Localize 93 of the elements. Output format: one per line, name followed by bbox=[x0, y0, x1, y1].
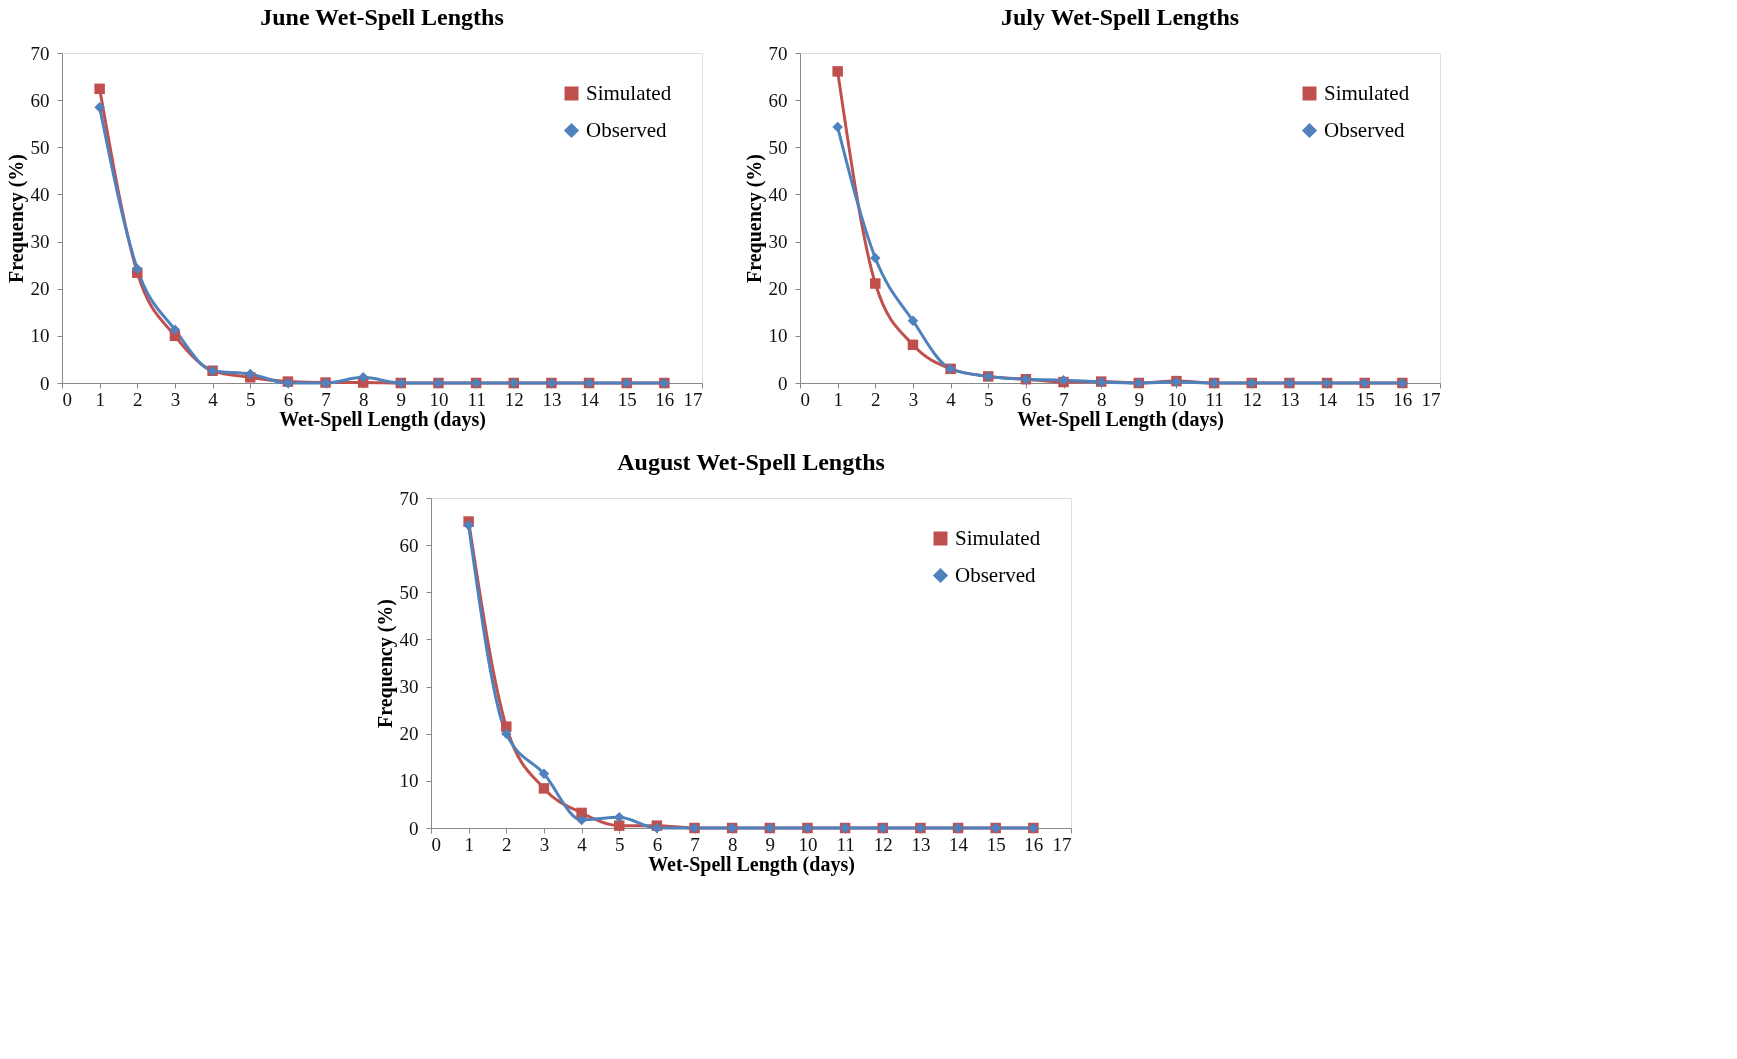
x-tick-label: 2 bbox=[871, 388, 881, 410]
legend-label: Simulated bbox=[955, 525, 1041, 550]
y-tick-label: 40 bbox=[768, 183, 788, 205]
x-tick-label: 17 bbox=[683, 388, 703, 410]
x-tick-label: 2 bbox=[133, 388, 143, 410]
y-axis-title: Frequency (%) bbox=[4, 153, 28, 284]
legend-label: Simulated bbox=[586, 80, 672, 105]
y-axis-title: Frequency (%) bbox=[742, 153, 766, 284]
x-tick-label: 12 bbox=[873, 833, 893, 855]
x-tick-label: 13 bbox=[542, 388, 562, 410]
x-tick-label: 0 bbox=[431, 833, 441, 855]
x-tick-label: 0 bbox=[800, 388, 810, 410]
legend-label: Observed bbox=[586, 117, 667, 142]
x-tick-label: 9 bbox=[396, 388, 407, 410]
x-tick-label: 15 bbox=[617, 388, 637, 410]
legend-label: Observed bbox=[955, 562, 1036, 587]
x-tick-label: 2 bbox=[502, 833, 512, 855]
x-tick-label: 12 bbox=[1242, 388, 1262, 410]
x-tick-label: 16 bbox=[1393, 388, 1413, 410]
y-tick-label: 50 bbox=[399, 581, 419, 603]
x-tick-label: 8 bbox=[358, 388, 369, 410]
x-tick-label: 1 bbox=[95, 388, 105, 410]
x-tick-label: 11 bbox=[467, 388, 486, 410]
x-axis-title: Wet-Spell Length (days) bbox=[1017, 407, 1224, 431]
x-tick-label: 17 bbox=[1052, 833, 1072, 855]
x-tick-label: 15 bbox=[986, 833, 1006, 855]
y-tick-label: 10 bbox=[399, 770, 419, 792]
x-tick-label: 6 bbox=[652, 833, 663, 855]
x-tick-label: 11 bbox=[836, 833, 855, 855]
x-tick-label: 6 bbox=[283, 388, 294, 410]
x-tick-label: 0 bbox=[62, 388, 72, 410]
x-tick-label: 10 bbox=[1167, 388, 1187, 410]
x-tick-label: 8 bbox=[1096, 388, 1107, 410]
x-tick-label: 15 bbox=[1355, 388, 1375, 410]
x-tick-label: 11 bbox=[1205, 388, 1224, 410]
x-tick-label: 10 bbox=[798, 833, 818, 855]
x-tick-label: 1 bbox=[833, 388, 843, 410]
y-tick-label: 0 bbox=[778, 372, 788, 394]
x-tick-label: 3 bbox=[170, 388, 181, 410]
x-tick-label: 14 bbox=[949, 833, 969, 855]
x-tick-label: 16 bbox=[1024, 833, 1044, 855]
x-tick-label: 12 bbox=[504, 388, 524, 410]
x-tick-label: 16 bbox=[655, 388, 675, 410]
x-tick-label: 7 bbox=[321, 388, 331, 410]
x-tick-label: 3 bbox=[908, 388, 919, 410]
chart-title: August Wet-Spell Lengths bbox=[617, 449, 885, 475]
y-tick-label: 70 bbox=[768, 42, 788, 64]
y-tick-label: 30 bbox=[768, 231, 788, 253]
x-tick-label: 14 bbox=[580, 388, 600, 410]
y-tick-label: 60 bbox=[399, 534, 419, 556]
x-tick-label: 7 bbox=[1059, 388, 1069, 410]
y-tick-label: 50 bbox=[768, 136, 788, 158]
y-tick-label: 70 bbox=[30, 42, 50, 64]
y-axis-title: Frequency (%) bbox=[373, 598, 397, 729]
x-tick-label: 8 bbox=[727, 833, 738, 855]
y-tick-label: 40 bbox=[30, 183, 50, 205]
x-tick-label: 14 bbox=[1318, 388, 1338, 410]
x-axis-title: Wet-Spell Length (days) bbox=[279, 407, 486, 431]
x-tick-label: 10 bbox=[429, 388, 449, 410]
x-tick-label: 4 bbox=[208, 388, 219, 410]
y-tick-label: 60 bbox=[30, 89, 50, 111]
y-tick-label: 30 bbox=[30, 231, 50, 253]
y-tick-label: 50 bbox=[30, 136, 50, 158]
legend-label: Simulated bbox=[1324, 80, 1410, 105]
x-tick-label: 4 bbox=[946, 388, 957, 410]
x-tick-label: 1 bbox=[464, 833, 474, 855]
y-tick-label: 40 bbox=[399, 628, 419, 650]
x-tick-label: 5 bbox=[245, 388, 256, 410]
x-tick-label: 9 bbox=[765, 833, 776, 855]
chart-title: June Wet-Spell Lengths bbox=[260, 4, 504, 30]
x-tick-label: 5 bbox=[983, 388, 994, 410]
y-tick-label: 10 bbox=[768, 325, 788, 347]
y-tick-label: 0 bbox=[40, 372, 50, 394]
y-tick-label: 70 bbox=[399, 487, 419, 509]
x-axis-title: Wet-Spell Length (days) bbox=[648, 852, 855, 876]
x-tick-label: 3 bbox=[539, 833, 550, 855]
y-tick-label: 0 bbox=[409, 817, 419, 839]
x-tick-label: 17 bbox=[1421, 388, 1441, 410]
x-tick-label: 4 bbox=[577, 833, 588, 855]
y-tick-label: 60 bbox=[768, 89, 788, 111]
x-tick-label: 5 bbox=[614, 833, 625, 855]
x-tick-label: 9 bbox=[1134, 388, 1145, 410]
y-tick-label: 20 bbox=[30, 278, 50, 300]
y-tick-label: 30 bbox=[399, 676, 419, 698]
x-tick-label: 7 bbox=[690, 833, 700, 855]
y-tick-label: 20 bbox=[768, 278, 788, 300]
y-tick-label: 20 bbox=[399, 723, 419, 745]
x-tick-label: 13 bbox=[911, 833, 931, 855]
legend-label: Observed bbox=[1324, 117, 1405, 142]
chart-title: July Wet-Spell Lengths bbox=[1000, 4, 1240, 30]
x-tick-label: 6 bbox=[1021, 388, 1032, 410]
x-tick-label: 13 bbox=[1280, 388, 1300, 410]
y-tick-label: 10 bbox=[30, 325, 50, 347]
